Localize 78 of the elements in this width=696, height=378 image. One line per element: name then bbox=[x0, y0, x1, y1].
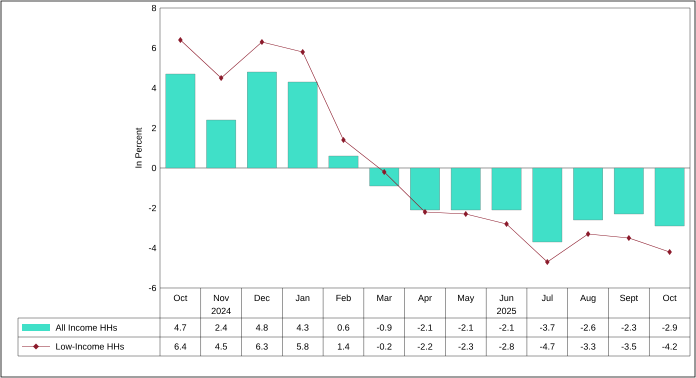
data-label: 5.8 bbox=[296, 343, 309, 350]
data-label: -2.2 bbox=[418, 343, 432, 350]
bar bbox=[369, 168, 400, 186]
data-label: 1.4 bbox=[338, 343, 350, 350]
data-label: 2.4 bbox=[215, 324, 228, 331]
y-tick-label: -4 bbox=[148, 244, 156, 252]
x-tick-label: Oct bbox=[663, 294, 677, 302]
x-tick-label: Sept bbox=[620, 294, 638, 303]
bar bbox=[573, 168, 603, 220]
point bbox=[586, 231, 590, 237]
bar bbox=[166, 74, 196, 168]
data-label: 6.3 bbox=[256, 343, 268, 350]
text: 2024 bbox=[212, 308, 231, 314]
data-label: 6.4 bbox=[174, 343, 186, 350]
y-tick-label: 6 bbox=[152, 44, 156, 52]
point bbox=[464, 211, 468, 217]
point bbox=[545, 259, 550, 265]
bar bbox=[206, 120, 236, 168]
data-label: -0.9 bbox=[376, 324, 392, 331]
data-label: 4.7 bbox=[174, 324, 186, 331]
x-tick-label: Aug bbox=[580, 294, 596, 303]
x-tick-label: Jun bbox=[499, 294, 514, 302]
x-tick-label: Jul bbox=[542, 294, 552, 302]
data-label: -4.2 bbox=[662, 343, 677, 350]
legend-label: Low-Income HHs bbox=[56, 343, 124, 350]
bar bbox=[654, 168, 684, 226]
legend-label: All Income HHs bbox=[56, 324, 117, 331]
data-label: -3.7 bbox=[540, 324, 555, 331]
bar bbox=[532, 168, 562, 242]
point bbox=[218, 75, 224, 81]
y-tick-label: 0 bbox=[152, 164, 156, 172]
bar bbox=[492, 168, 522, 210]
point bbox=[300, 49, 305, 55]
data-label: -2.8 bbox=[499, 343, 514, 350]
data-label: -2.1 bbox=[458, 324, 474, 331]
bar bbox=[328, 156, 358, 168]
y-tick-label: 8 bbox=[152, 4, 156, 12]
data-label: -3.5 bbox=[622, 343, 636, 350]
point bbox=[667, 249, 672, 255]
data-label: 4.3 bbox=[296, 324, 309, 331]
data-label: -2.6 bbox=[580, 324, 596, 331]
point bbox=[626, 235, 632, 241]
data-label: -4.7 bbox=[540, 343, 555, 350]
x-tick-label: Feb bbox=[336, 294, 351, 302]
point bbox=[504, 221, 509, 227]
data-label: 4.8 bbox=[256, 324, 268, 331]
data-label: -3.3 bbox=[580, 343, 596, 350]
point bbox=[341, 137, 346, 143]
y-tick-label: -6 bbox=[148, 284, 156, 292]
text: 2025 bbox=[497, 308, 516, 314]
x-tick-label: Nov bbox=[214, 294, 230, 302]
x-tick-label: Dec bbox=[254, 294, 270, 302]
point bbox=[382, 169, 386, 175]
data-label: -2.3 bbox=[458, 343, 474, 350]
point bbox=[260, 39, 264, 45]
x-tick-label: Apr bbox=[418, 294, 432, 303]
bar bbox=[614, 168, 644, 214]
data-label: -0.2 bbox=[376, 343, 392, 350]
data-label: 4.5 bbox=[215, 343, 228, 350]
y-tick-label: 4 bbox=[152, 84, 156, 92]
y-axis-title: In Percent bbox=[135, 128, 142, 168]
data-label: -2.1 bbox=[499, 324, 514, 331]
bar bbox=[288, 82, 318, 168]
x-tick-label: May bbox=[458, 294, 474, 303]
x-tick-label: Jan bbox=[296, 294, 310, 302]
point bbox=[422, 209, 428, 215]
data-label: -2.3 bbox=[622, 324, 636, 331]
bar bbox=[450, 168, 481, 210]
bar bbox=[247, 72, 277, 168]
point bbox=[178, 37, 183, 43]
data-label: -2.9 bbox=[662, 324, 677, 331]
x-tick-label: Mar bbox=[377, 294, 392, 302]
data-label: 0.6 bbox=[338, 324, 350, 331]
y-tick-label: -2 bbox=[148, 204, 156, 212]
x-tick-label: Oct bbox=[174, 294, 188, 302]
bar bbox=[410, 168, 440, 210]
y-tick-label: 2 bbox=[152, 124, 156, 132]
data-label: -2.1 bbox=[418, 324, 432, 331]
